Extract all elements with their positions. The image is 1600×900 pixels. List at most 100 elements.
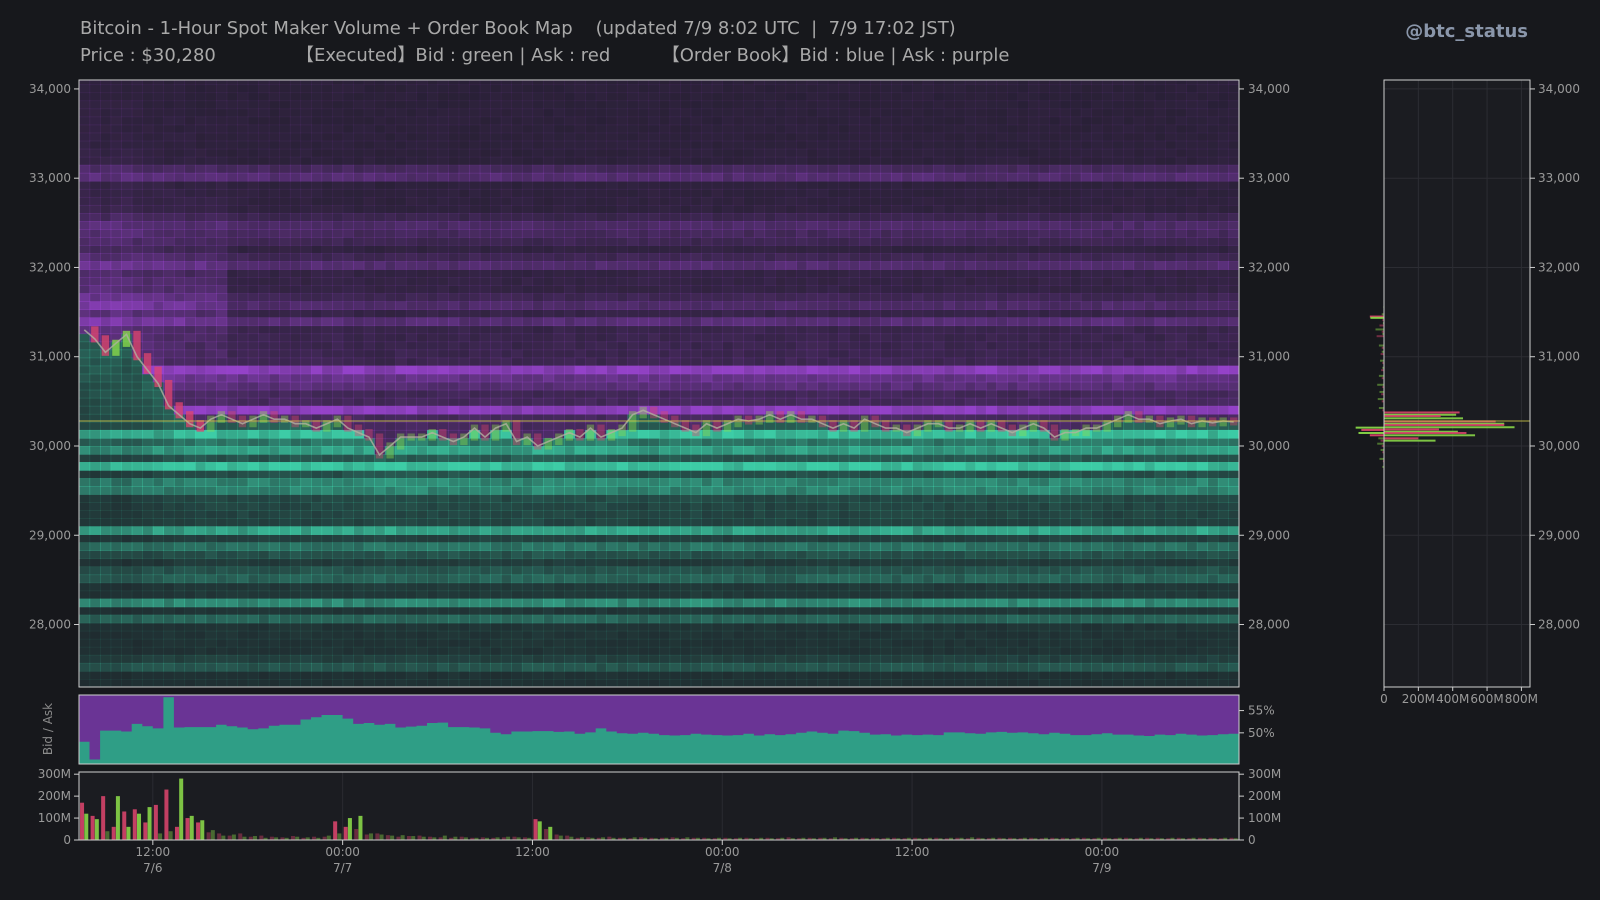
- heatmap-cell: [121, 478, 133, 487]
- heatmap-cell: [490, 526, 502, 535]
- heatmap-cell: [405, 470, 418, 479]
- heatmap-cell: [311, 285, 323, 294]
- heatmap-cell: [743, 590, 755, 600]
- heatmap-cell: [532, 646, 544, 656]
- heatmap-cell: [152, 317, 164, 327]
- heatmap-cell: [247, 108, 259, 118]
- heatmap-cell: [363, 494, 375, 503]
- heatmap-cell: [100, 389, 112, 399]
- heatmap-cell: [216, 156, 228, 166]
- heatmap-cell: [121, 510, 133, 519]
- heatmap-cell: [490, 92, 502, 102]
- heatmap-cell: [680, 486, 692, 495]
- heatmap-cell: [374, 164, 386, 174]
- heatmap-cell: [321, 301, 333, 311]
- heatmap-cell: [732, 229, 744, 238]
- heatmap-cell: [690, 261, 702, 270]
- heatmap-cell: [258, 116, 270, 126]
- heatmap-cell: [469, 229, 481, 238]
- heatmap-cell: [627, 196, 639, 206]
- heatmap-cell: [753, 429, 766, 439]
- heatmap-cell: [279, 333, 291, 343]
- heatmap-cell: [690, 341, 702, 351]
- heatmap-cell: [110, 542, 122, 552]
- heatmap-cell: [648, 429, 660, 439]
- heatmap-cell: [384, 550, 396, 560]
- heatmap-cell: [669, 606, 681, 616]
- heatmap-cell: [722, 397, 734, 407]
- heatmap-cell: [300, 462, 312, 471]
- heatmap-cell: [543, 108, 555, 118]
- heatmap-cell: [237, 614, 249, 624]
- heatmap-cell: [427, 357, 439, 367]
- heatmap-cell: [342, 124, 354, 134]
- heatmap-cell: [152, 325, 164, 335]
- heatmap-cell: [448, 124, 460, 134]
- heatmap-cell: [205, 180, 217, 190]
- heatmap-cell: [405, 357, 418, 367]
- heatmap-cell: [311, 309, 323, 319]
- heatmap-cell: [732, 140, 744, 150]
- heatmap-cell: [732, 558, 744, 568]
- heatmap-cell: [500, 518, 512, 527]
- heatmap-cell: [110, 590, 122, 600]
- heatmap-cell: [574, 373, 586, 383]
- heatmap-cell: [416, 164, 428, 174]
- heatmap-cell: [374, 124, 386, 134]
- heatmap-cell: [321, 116, 333, 126]
- heatmap-cell: [511, 196, 523, 206]
- heatmap-cell: [289, 510, 302, 519]
- heatmap-cell: [637, 237, 650, 246]
- heatmap-cell: [131, 526, 143, 535]
- heatmap-cell: [195, 413, 207, 423]
- heatmap-cell: [753, 253, 766, 262]
- heatmap-cell: [427, 518, 439, 527]
- heatmap-cell: [152, 357, 164, 367]
- heatmap-cell: [332, 518, 344, 527]
- heatmap-cell: [532, 518, 544, 527]
- heatmap-cell: [131, 132, 143, 142]
- heatmap-cell: [701, 638, 713, 648]
- heatmap-cell: [100, 80, 112, 86]
- heatmap-cell: [247, 622, 259, 632]
- heatmap-cell: [173, 180, 186, 190]
- heatmap-cell: [184, 534, 196, 543]
- heatmap-cell: [131, 606, 143, 616]
- heatmap-cell: [479, 357, 491, 367]
- heatmap-cell: [469, 164, 481, 174]
- heatmap-cell: [722, 317, 734, 327]
- heatmap-cell: [616, 622, 628, 632]
- heatmap-cell: [543, 622, 555, 632]
- heatmap-cell: [564, 373, 576, 383]
- heatmap-cell: [89, 164, 101, 174]
- heatmap-cell: [764, 341, 776, 351]
- heatmap-cell: [268, 550, 280, 560]
- heatmap-cell: [743, 237, 755, 246]
- heatmap-cell: [669, 542, 681, 552]
- heatmap-cell: [353, 213, 365, 222]
- heatmap-cell: [226, 237, 238, 246]
- heatmap-cell: [142, 654, 154, 664]
- heatmap-cell: [553, 534, 565, 543]
- heatmap-cell: [353, 670, 365, 680]
- heatmap-cell: [163, 518, 175, 527]
- heatmap-cell: [405, 646, 418, 656]
- heatmap-cell: [543, 534, 555, 543]
- heatmap-cell: [722, 622, 734, 632]
- heatmap-cell: [701, 566, 713, 576]
- heatmap-cell: [500, 277, 512, 286]
- heatmap-cell: [437, 622, 449, 632]
- heatmap-cell: [89, 245, 101, 254]
- heatmap-cell: [616, 188, 628, 198]
- heatmap-cell: [237, 261, 249, 270]
- heatmap-cell: [247, 237, 259, 246]
- heatmap-cell: [564, 341, 576, 351]
- heatmap-cell: [637, 534, 650, 543]
- heatmap-cell: [532, 614, 544, 624]
- heatmap-cell: [395, 502, 407, 511]
- heatmap-cell: [574, 213, 586, 222]
- heatmap-cell: [595, 486, 607, 495]
- heatmap-cell: [353, 148, 365, 158]
- heatmap-cell: [564, 221, 576, 230]
- heatmap-cell: [332, 670, 344, 680]
